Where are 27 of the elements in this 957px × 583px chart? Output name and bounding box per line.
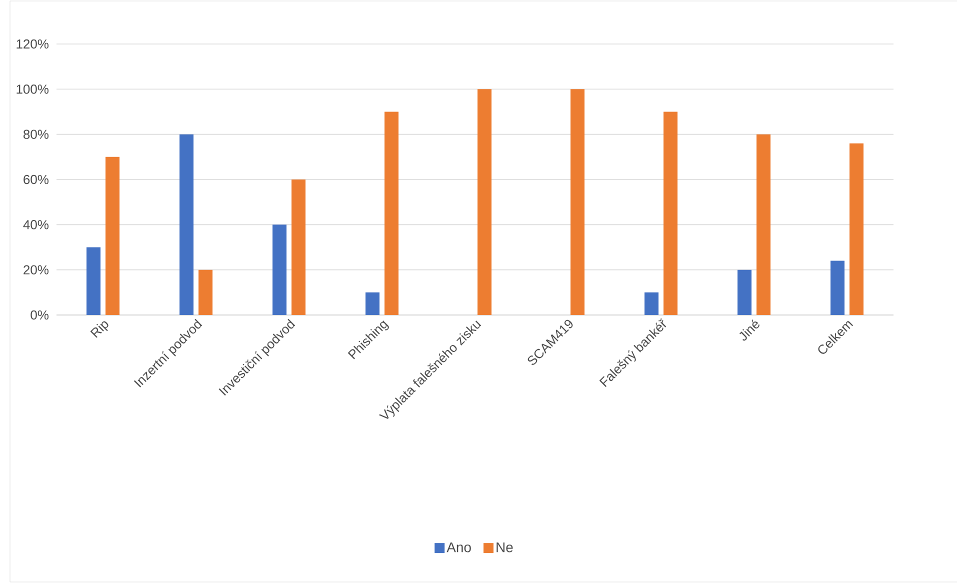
- bar: [738, 270, 752, 315]
- bar: [830, 260, 845, 315]
- bar: [106, 156, 120, 315]
- y-tick-label: 80%: [24, 130, 49, 139]
- bar: [366, 292, 380, 315]
- legend-label: Ne: [496, 542, 513, 552]
- bar: [180, 134, 194, 315]
- x-tick-label: Rip: [90, 321, 108, 338]
- x-tick-label: Jiné: [739, 319, 760, 341]
- y-tick-label: 60%: [24, 174, 49, 184]
- bar: [198, 270, 212, 315]
- bar: [644, 292, 659, 315]
- y-tick-label: 40%: [23, 220, 49, 230]
- y-tick-label: 120%: [16, 39, 49, 49]
- y-tick-label: 20%: [24, 265, 49, 274]
- bar: [292, 179, 306, 315]
- bar: [272, 224, 286, 315]
- bar: [478, 89, 492, 315]
- bar: [86, 247, 100, 315]
- bar: [756, 134, 771, 315]
- bar: [664, 112, 678, 315]
- y-tick-label: 100%: [16, 84, 49, 94]
- bar: [384, 112, 399, 315]
- bar: [570, 89, 585, 315]
- y-tick-label: 0%: [30, 310, 49, 320]
- bar: [850, 143, 864, 315]
- legend-label: Ano: [446, 542, 471, 552]
